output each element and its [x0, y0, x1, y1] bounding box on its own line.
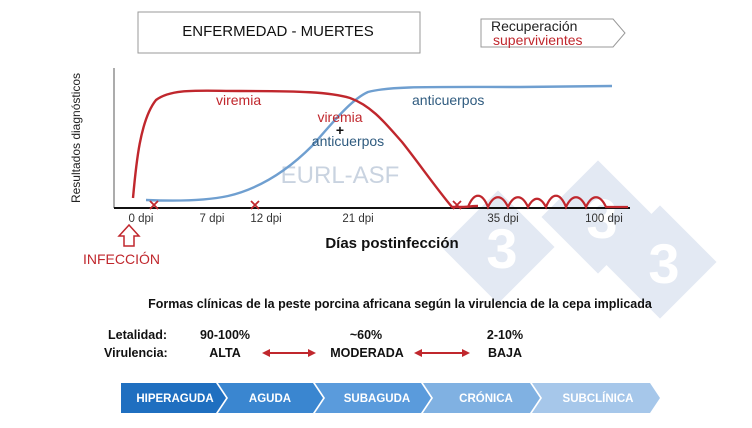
tick-label: 7 dpi — [200, 213, 225, 225]
forms-title: Formas clínicas de la peste porcina afri… — [148, 297, 653, 311]
double-arrow-icon — [262, 349, 316, 357]
form-segment-subclinica — [532, 383, 660, 413]
form-label-hiperaguda: HIPERAGUDA — [136, 393, 213, 405]
viremia-label: viremia — [216, 92, 261, 108]
double-arrow-icon — [414, 349, 470, 357]
antibody-curve — [145, 84, 613, 202]
marker-x-icon — [452, 200, 462, 210]
overlap-anticuerpos-label: anticuerpos — [312, 133, 384, 149]
chronic-viremia-spikes — [466, 194, 628, 210]
form-label-subclinica: SUBCLÍNICA — [563, 392, 634, 405]
letalidad-alta-value: 90-100% — [200, 328, 250, 342]
recovery-box — [480, 18, 626, 48]
viremia-curve — [131, 89, 479, 209]
letalidad-baja-value: 2-10% — [487, 328, 523, 342]
watermark-text: EURL-ASF — [281, 162, 400, 189]
anticuerpos-label: anticuerpos — [412, 92, 484, 108]
forms-bar: HIPERAGUDA AGUDA SUBAGUDA CRÓNICA SUBCLÍ… — [121, 383, 660, 413]
svg-text:3: 3 — [648, 232, 679, 295]
y-axis-label: Resultados diagnósticos — [69, 73, 83, 203]
watermark-logo: 3 3 3 — [441, 160, 717, 319]
overlap-viremia-label: viremia — [317, 109, 362, 125]
page-title: ENFERMEDAD - MUERTES — [182, 23, 373, 40]
virulencia-label: Virulencia: — [104, 346, 168, 360]
form-label-cronica: CRÓNICA — [459, 392, 513, 405]
tick-label: 100 dpi — [585, 213, 623, 225]
form-segment-aguda — [218, 383, 323, 413]
form-segment-subaguda — [315, 383, 431, 413]
infection-arrow-icon — [117, 223, 141, 247]
tick-label: 0 dpi — [129, 213, 154, 225]
tick-label: 12 dpi — [250, 213, 281, 225]
virulencia-alta-value: ALTA — [209, 346, 240, 360]
form-label-aguda: AGUDA — [249, 393, 291, 405]
virulencia-moderada-value: MODERADA — [330, 346, 404, 360]
recovery-label: Recuperación — [491, 18, 577, 34]
marker-x-icon — [149, 200, 159, 210]
tick-label: 35 dpi — [487, 213, 518, 225]
infection-label: INFECCIÓN — [83, 251, 160, 267]
x-axis-label: Días postinfección — [325, 235, 458, 252]
svg-text:3: 3 — [486, 217, 517, 280]
marker-x-icon — [250, 200, 260, 210]
svg-text:3: 3 — [586, 187, 617, 250]
letalidad-label: Letalidad: — [108, 328, 167, 342]
overlap-plus-label: + — [336, 122, 344, 138]
letalidad-moderada-value: ~60% — [350, 328, 382, 342]
survivors-label: supervivientes — [493, 32, 583, 48]
virulencia-baja-value: BAJA — [488, 346, 522, 360]
tick-label: 21 dpi — [342, 213, 373, 225]
form-segment-cronica — [423, 383, 540, 413]
title-box — [137, 11, 421, 54]
form-label-subaguda: SUBAGUDA — [344, 393, 410, 405]
form-segment-hiperaguda — [121, 383, 226, 413]
